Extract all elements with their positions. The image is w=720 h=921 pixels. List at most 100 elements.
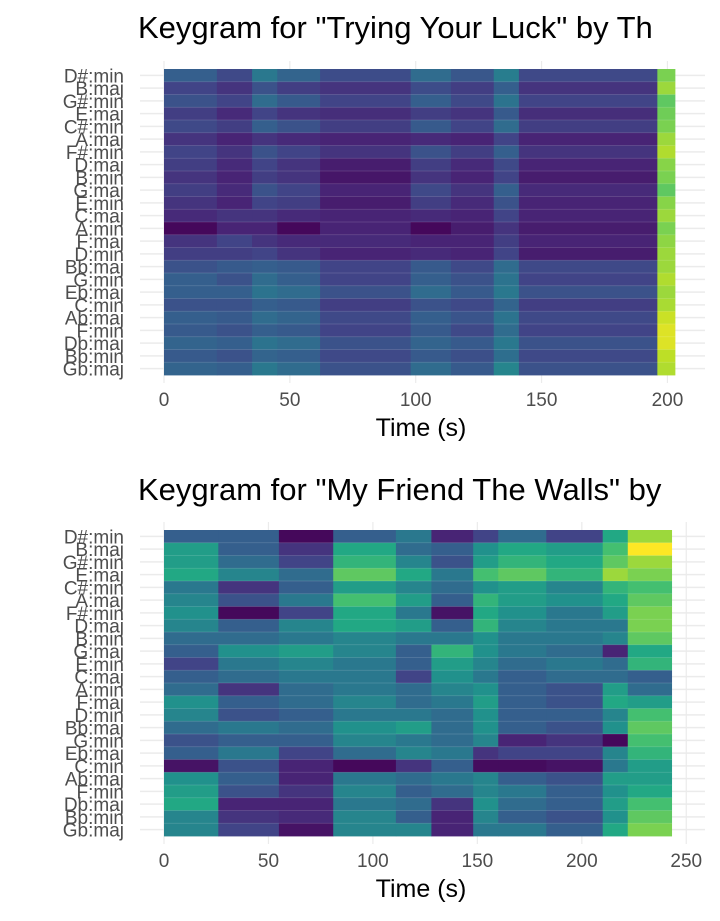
heatmap-tile (320, 81, 412, 95)
heatmap-tile (498, 670, 547, 684)
heatmap-tile (333, 632, 397, 646)
heatmap-tile (473, 542, 499, 556)
y-tick-label: C:min (74, 296, 124, 317)
y-tick-label: Bb:min (65, 347, 124, 368)
heatmap-tile (252, 132, 278, 146)
heatmap-tile (395, 772, 432, 786)
heatmap-tile (627, 619, 673, 633)
heatmap-tile (164, 158, 218, 172)
heatmap-tile (473, 772, 499, 786)
y-tick-label: Bb:maj (65, 719, 124, 740)
heatmap-tile (546, 619, 604, 633)
heatmap-tile (164, 568, 219, 582)
heatmap-tile (546, 670, 604, 684)
y-tick-label: E:min (75, 655, 124, 676)
heatmap-tile (320, 273, 412, 287)
heatmap-tile (602, 695, 629, 709)
heatmap-tile (657, 171, 676, 185)
heatmap-tile (657, 273, 676, 287)
heatmap-tile (431, 683, 474, 697)
heatmap-tile (493, 120, 520, 134)
heatmap-tile (498, 797, 547, 811)
heatmap-tile (278, 581, 334, 595)
heatmap-tile (277, 183, 321, 197)
heatmap-tile (518, 94, 658, 108)
heatmap-tile (657, 145, 676, 159)
heatmap-tile (278, 657, 334, 671)
heatmap-tile (627, 695, 673, 709)
heatmap-tile (627, 593, 673, 607)
heatmap-tile (320, 324, 412, 338)
heatmap-tile (498, 555, 547, 569)
heatmap-tile (333, 568, 397, 582)
heatmap-tile (627, 568, 673, 582)
heatmap-tile (602, 670, 629, 684)
heatmap-tile (216, 132, 253, 146)
heatmap-tile (277, 69, 321, 83)
heatmap-tile (278, 542, 334, 556)
heatmap-tile (657, 222, 676, 236)
x-tick-label: 100 (357, 851, 389, 872)
heatmap-tile (333, 810, 397, 824)
heatmap-tile (518, 285, 658, 299)
heatmap-tile (278, 606, 334, 620)
heatmap-tile (602, 708, 629, 722)
heatmap-tile (333, 619, 397, 633)
heatmap-tile (657, 298, 676, 312)
heatmap-tile (164, 196, 218, 210)
heatmap-tile (546, 721, 604, 735)
heatmap-tile (493, 349, 520, 363)
y-tick-label: D#:min (64, 527, 124, 548)
heatmap-tile (278, 530, 334, 544)
heatmap-tile (546, 657, 604, 671)
x-tick-label: 100 (400, 390, 432, 411)
heatmap-tile (473, 746, 499, 760)
heatmap-tile (410, 209, 452, 223)
heatmap-tile (431, 555, 474, 569)
heatmap-tile (320, 107, 412, 121)
heatmap-tile (164, 311, 218, 325)
heatmap-tile (431, 542, 474, 556)
heatmap-tile (164, 298, 218, 312)
heatmap-tile (216, 222, 253, 236)
heatmap-tile (164, 632, 219, 646)
heatmap-tile (546, 555, 604, 569)
heatmap-tile (320, 145, 412, 159)
heatmap-tile (493, 196, 520, 210)
heatmap-tile (627, 606, 673, 620)
heatmap-tile (252, 171, 278, 185)
heatmap-tile (277, 298, 321, 312)
heatmap-tile (278, 683, 334, 697)
heatmap-tile (493, 222, 520, 236)
heatmap-tile (493, 171, 520, 185)
x-tick-label: 150 (462, 851, 494, 872)
heatmap-tile (216, 362, 253, 376)
heatmap-tile (277, 234, 321, 248)
heatmap-tile (216, 311, 253, 325)
heatmap-tile (277, 247, 321, 261)
heatmap-tile (627, 759, 673, 773)
heatmap-tile (431, 670, 474, 684)
heatmap-tile (164, 145, 218, 159)
heatmap-tile (333, 683, 397, 697)
heatmap-tile (431, 657, 474, 671)
heatmap-tile (252, 222, 278, 236)
heatmap-tile (395, 593, 432, 607)
heatmap-tile (546, 644, 604, 658)
heatmap-tile (473, 721, 499, 735)
y-tick-label: F:maj (77, 232, 125, 253)
heatmap-tile (546, 683, 604, 697)
heatmap-tile (450, 132, 495, 146)
heatmap-tile (431, 632, 474, 646)
heatmap-tile (546, 542, 604, 556)
heatmap-tile (493, 311, 520, 325)
x-tick-label: 50 (279, 390, 300, 411)
heatmap-tile (431, 568, 474, 582)
heatmap-tile (218, 683, 280, 697)
heatmap-tile (164, 260, 218, 274)
heatmap-tile (410, 69, 452, 83)
heatmap-tile (395, 670, 432, 684)
heatmap-tile (164, 132, 218, 146)
heatmap-tile (320, 247, 412, 261)
heatmap-tile (546, 785, 604, 799)
